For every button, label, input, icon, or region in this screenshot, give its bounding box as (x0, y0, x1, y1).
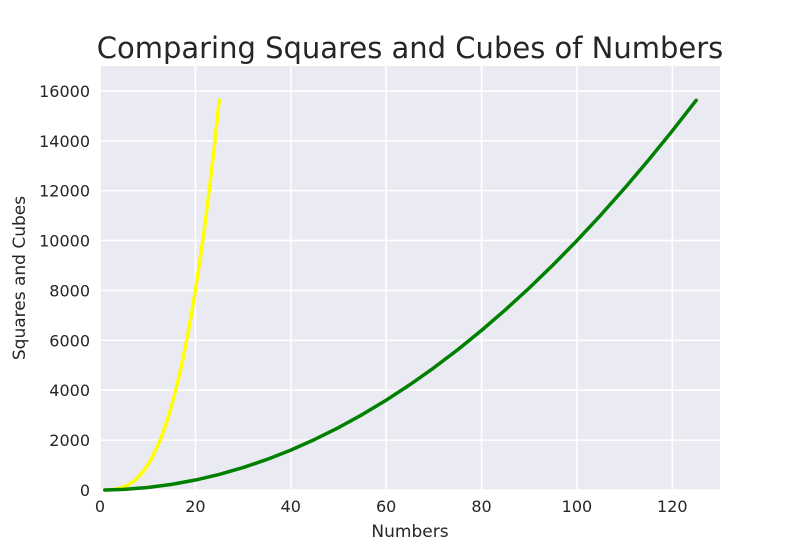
chart-title: Comparing Squares and Cubes of Numbers (97, 31, 724, 65)
x-tick-label: 100 (562, 497, 593, 516)
y-tick-label: 16000 (39, 82, 90, 101)
x-tick-label: 0 (95, 497, 105, 516)
y-tick-label: 0 (80, 481, 90, 500)
x-tick-label: 80 (471, 497, 491, 516)
y-axis-label: Squares and Cubes (10, 196, 30, 360)
x-tick-label: 120 (657, 497, 688, 516)
y-tick-label: 14000 (39, 132, 90, 151)
y-tick-label: 12000 (39, 182, 90, 201)
grid-lines (99, 66, 720, 491)
y-tick-label: 2000 (49, 431, 90, 450)
y-tick-label: 4000 (49, 381, 90, 400)
series-line-0 (103, 98, 221, 492)
y-tick-labels: 0 2000 4000 6000 8000 10000 12000 14000 16000 (39, 82, 90, 500)
series-line-1 (103, 98, 698, 492)
y-tick-label: 10000 (39, 232, 90, 251)
series-group (103, 98, 698, 492)
x-tick-labels: 0 20 40 60 80 100 120 (95, 497, 688, 516)
x-tick-label: 20 (185, 497, 205, 516)
plot-area-background (100, 66, 720, 490)
x-tick-label: 40 (281, 497, 301, 516)
y-tick-label: 8000 (49, 281, 90, 300)
x-axis-label: Numbers (371, 522, 448, 542)
x-tick-label: 60 (376, 497, 396, 516)
y-tick-label: 6000 (49, 331, 90, 350)
